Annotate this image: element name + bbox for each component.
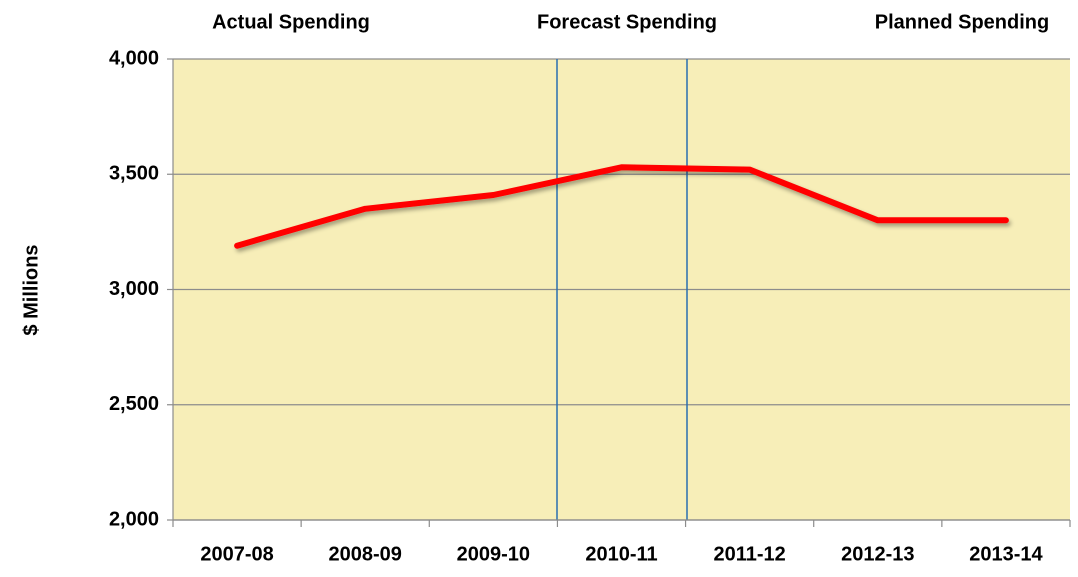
y-axis-label: $ Millions — [20, 244, 42, 335]
x-tick-label: 2009-10 — [457, 543, 530, 565]
y-tick-label: 3,000 — [109, 278, 159, 300]
y-tick-label: 4,000 — [109, 47, 159, 69]
x-tick-label: 2011-12 — [713, 543, 785, 565]
x-tick-label: 2007-08 — [200, 543, 273, 565]
y-tick-label: 3,500 — [109, 163, 159, 185]
x-tick-label: 2010-11 — [585, 543, 657, 565]
x-tick-label: 2008-09 — [329, 543, 402, 565]
y-tick-label: 2,500 — [109, 393, 159, 415]
annotation: Planned Spending — [875, 11, 1049, 33]
x-tick-label: 2013-14 — [969, 543, 1043, 565]
annotation: Actual Spending — [212, 11, 370, 33]
data-line — [234, 164, 1009, 249]
y-tick-label: 2,000 — [109, 508, 159, 530]
x-tick-label: 2012-13 — [841, 543, 914, 565]
annotation: Forecast Spending — [537, 11, 717, 33]
